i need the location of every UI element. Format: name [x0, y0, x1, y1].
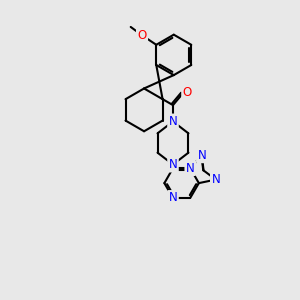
Text: O: O [137, 29, 147, 42]
Text: N: N [169, 115, 177, 128]
Text: N: N [186, 162, 195, 175]
Text: N: N [212, 173, 220, 186]
Text: N: N [169, 191, 177, 205]
Text: N: N [197, 149, 206, 162]
Text: O: O [183, 86, 192, 99]
Text: N: N [169, 158, 177, 171]
